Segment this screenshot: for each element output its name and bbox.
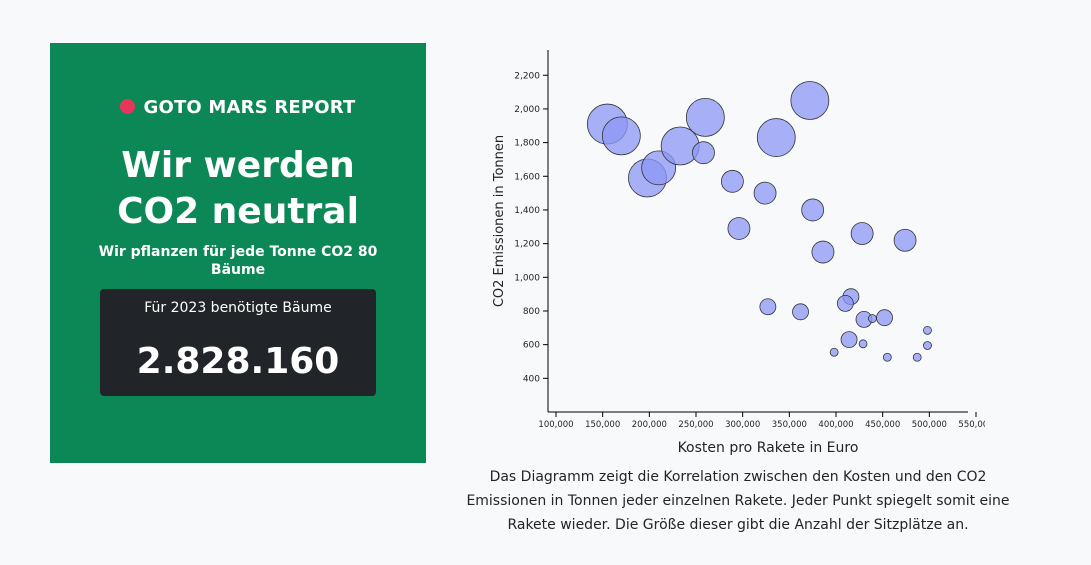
bubble-point [759,298,777,316]
y-tick-label: 1,400 [514,206,540,216]
bubble-point [923,325,932,335]
chart-caption: Das Diagramm zeigt die Korrelation zwisc… [466,469,1010,533]
bubble-point [660,126,700,166]
bubble-point [867,314,877,323]
y-tick-label: 1,200 [514,240,540,250]
bubble-point [790,81,830,120]
y-tick-label: 600 [523,341,540,351]
bubble-point [912,352,922,362]
bubble-point [836,294,854,312]
x-tick-label: 450,000 [865,420,900,430]
trees-label: Für 2023 benötigte Bäume [144,300,332,316]
bubble-point [829,347,839,357]
y-tick-label: 1,600 [514,172,540,182]
x-tick-label: 350,000 [772,420,807,430]
card-subtitle: Wir pflanzen für jede Tonne CO2 80 Bäume [98,244,378,278]
bubble-point [923,341,932,350]
y-tick-label: 400 [523,374,540,384]
bubble-point [601,116,641,156]
status-dot-icon [120,99,136,114]
x-tick-label: 150,000 [585,420,620,430]
x-tick-label: 250,000 [678,420,713,430]
report-header: GOTO MARS REPORT [50,97,426,118]
bubble-point [720,169,744,193]
card-title: Wir werden CO2 neutral [50,143,426,235]
bubble-point [792,303,809,321]
report-card: GOTO MARS REPORT Wir werden CO2 neutral … [50,43,426,463]
title-line-1: Wir werden [121,145,355,186]
trees-value: 2.828.160 [136,341,340,382]
y-tick-label: 800 [523,307,540,317]
x-tick-label: 300,000 [725,420,760,430]
bubble-point [685,97,725,137]
bubble-point [727,217,751,240]
bubble-point [756,118,796,157]
bubble-point [840,331,858,349]
y-tick-label: 2,000 [514,105,540,115]
x-tick-label: 100,000 [538,420,573,430]
x-axis-label: Kosten pro Rakete in Euro [678,440,859,456]
x-tick-label: 400,000 [818,420,853,430]
title-line-2: CO2 neutral [117,191,359,232]
y-tick-label: 1,800 [514,139,540,149]
bubble-point [753,181,777,205]
trees-box: Für 2023 benötigte Bäume 2.828.160 [100,289,376,396]
report-label: GOTO MARS REPORT [143,97,356,118]
bubble-point [893,228,917,252]
x-tick-label: 200,000 [632,420,667,430]
bubble-point [692,141,715,165]
y-tick-label: 2,200 [514,71,540,81]
axes: 400 600 800 1,000 1,200 1,400 1,600 1,800 2,000 2… [514,50,985,430]
bubble-point [882,352,892,362]
x-tick-label: 550,000 [958,420,985,430]
y-axis-label: CO2 Emissionen in Tonnen [492,135,507,307]
bubble-point [858,339,868,349]
bubbles [586,81,932,362]
bubble-chart: 400 600 800 1,000 1,200 1,400 1,600 1,800 2,000 2… [492,50,985,456]
x-tick-label: 500,000 [912,420,947,430]
bubble-point [876,309,893,327]
bubble-point [801,198,825,222]
y-tick-label: 1,000 [514,273,540,283]
bubble-point [811,240,835,264]
bubble-point [850,222,874,245]
